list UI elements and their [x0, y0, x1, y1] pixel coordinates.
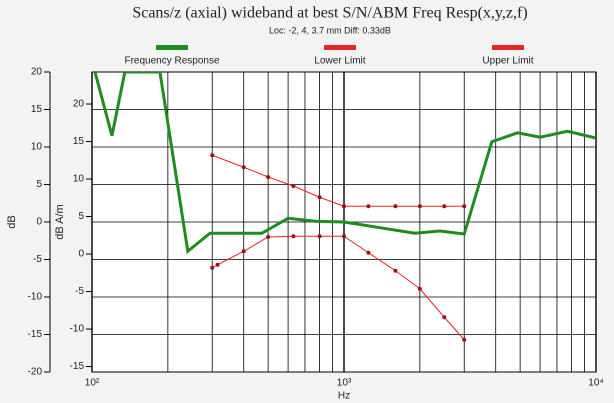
x-axis-label: Hz: [338, 391, 350, 402]
series-marker: [417, 286, 422, 291]
y-axis-label: dB: [6, 215, 18, 228]
series-marker: [317, 195, 322, 200]
y-tick-label: -20: [28, 367, 43, 378]
x-tick-label: 10²: [85, 378, 100, 389]
series-marker: [266, 175, 271, 179]
y-tick-label: 0: [36, 217, 42, 228]
legend-label: Frequency Response: [124, 56, 219, 67]
y-tick-label: 15: [31, 104, 43, 115]
y2-tick-label: 15: [73, 136, 85, 147]
series-marker: [393, 204, 398, 209]
series-marker: [291, 234, 296, 239]
series-marker: [210, 153, 215, 158]
series-marker: [442, 315, 447, 320]
y-tick-label: 10: [31, 142, 43, 153]
series-marker: [442, 204, 447, 209]
chart-subtitle: Loc: -2, 4, 3.7 mm Diff: 0.33dB: [269, 25, 391, 35]
legend-swatch: [492, 45, 524, 50]
series-marker: [266, 235, 271, 239]
series-marker: [417, 204, 422, 209]
series-marker: [210, 265, 215, 270]
series-marker: [291, 184, 296, 188]
y2-tick-label: 20: [73, 99, 85, 110]
y2-tick-label: -10: [70, 324, 85, 335]
y2-tick-label: 10: [73, 174, 85, 185]
series-marker: [241, 165, 246, 170]
series-marker: [462, 204, 467, 209]
y2-tick-label: -15: [70, 361, 85, 372]
series-line: [93, 72, 596, 255]
series-marker: [317, 234, 322, 239]
y2-tick-label: -5: [75, 286, 84, 297]
series-marker: [393, 268, 398, 273]
series-marker: [462, 337, 467, 342]
x-tick-label: 10³: [337, 378, 352, 389]
series-marker: [366, 204, 371, 209]
legend-swatch: [324, 45, 356, 50]
y2-tick-label: 0: [78, 249, 84, 260]
y-tick-label: -5: [33, 254, 42, 265]
series-marker: [342, 234, 346, 239]
y-tick-label: -15: [28, 329, 43, 340]
chart-title: Scans/z (axial) wideband at best S/N/ABM…: [132, 5, 527, 22]
series-line: [211, 235, 465, 341]
y-tick-label: 5: [36, 179, 42, 190]
x-tick-label: 10⁴: [588, 378, 603, 389]
y2-axis-label: dB A/m: [54, 204, 66, 239]
series-marker: [342, 204, 346, 209]
series-marker: [215, 262, 220, 267]
legend-label: Upper Limit: [482, 56, 533, 67]
y2-tick-label: 5: [78, 211, 84, 222]
plot-content: [93, 72, 596, 342]
y-tick-label: 20: [31, 67, 43, 78]
series-marker: [241, 249, 246, 254]
y-tick-label: -10: [28, 292, 43, 303]
legend-swatch: [156, 45, 188, 50]
legend-label: Lower Limit: [314, 56, 365, 67]
series-marker: [366, 250, 371, 255]
